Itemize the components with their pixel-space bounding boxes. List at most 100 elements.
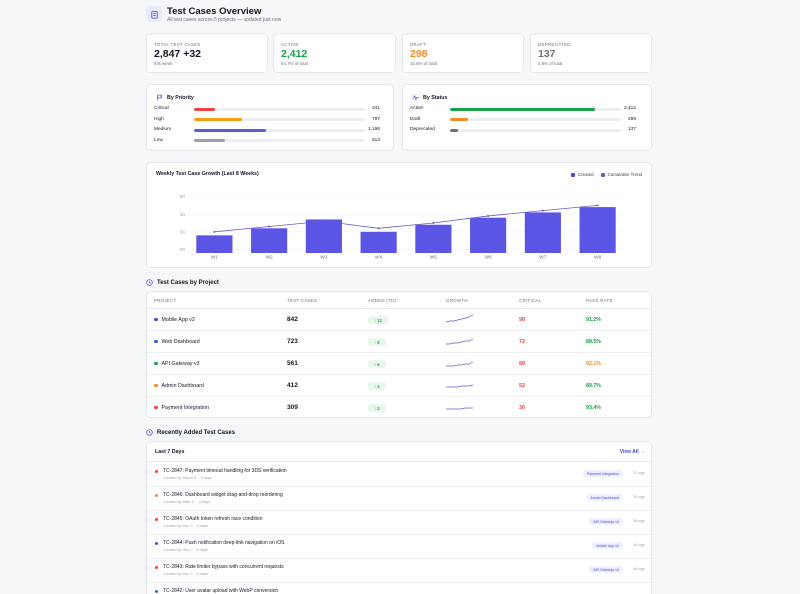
project-critical: 72	[519, 339, 525, 345]
item-meta: Created by Sarah K. · 3 days	[163, 476, 212, 480]
item-time: 2h ago	[633, 471, 645, 475]
stat-sub: this week	[154, 61, 173, 66]
bar-row: Active 2,412	[410, 105, 636, 113]
priority-dot	[155, 518, 158, 521]
list-item[interactable]: TC-2845: OAuth token refresh race condit…	[147, 511, 651, 535]
list-item[interactable]: TC-2846: Dashboard widget drag-and-drop …	[147, 487, 651, 511]
x-tick-label: W8	[594, 255, 602, 261]
stat-delta: +32	[183, 48, 202, 60]
table-row[interactable]: Payment Integration 309 ↑ 2 30 93.4%	[147, 397, 651, 417]
table-row[interactable]: Web Dashboard 723 ↑ 8 72 88.5%	[147, 331, 651, 353]
growth-sparkline	[446, 384, 474, 388]
bar-value: 137	[627, 127, 636, 132]
list-item[interactable]: TC-2847: Payment timeout handling for 3D…	[147, 463, 651, 487]
project-dot	[154, 339, 158, 344]
recent-section-title: Recently Added Test Cases	[146, 429, 235, 436]
bar	[415, 224, 452, 253]
x-tick-label: W2	[266, 255, 274, 261]
stat-card-total: TOTAL TEST CASES 2,847 +32 this week	[146, 33, 268, 73]
stat-card-deprecated: DEPRECATED 137 4.8% of total	[530, 33, 652, 73]
y-tick-label: 30	[180, 229, 186, 235]
trend-point	[432, 222, 435, 224]
bar	[251, 228, 288, 253]
status-title: By Status	[412, 94, 447, 101]
bar-row: Medium 1,196	[154, 126, 380, 134]
bar-fill	[450, 107, 595, 111]
bar-label: Low	[154, 137, 163, 143]
stat-card-draft: DRAFT 298 10.5% of total	[402, 33, 524, 73]
x-tick-label: W5	[430, 255, 438, 261]
table-row[interactable]: Admin Dashboard 412 ↑ 4 52 89.7%	[147, 375, 651, 397]
priority-title: By Priority	[156, 94, 194, 101]
project-name: Mobile App v2	[154, 317, 195, 323]
project-dot	[154, 383, 158, 388]
project-tag: Payment Integration	[582, 470, 623, 477]
bar-value: 2,412	[623, 106, 636, 111]
projects-table: PROJECT TEST CASES ADDED (7D) GROWTH CRI…	[146, 291, 652, 418]
bar-track	[194, 107, 365, 111]
project-added: ↑ 2	[368, 404, 386, 412]
status-card: By Status Active 2,412 Draft 298 Deprecated 1…	[402, 84, 652, 151]
item-title: TC-2844: Push notification deep-link nav…	[163, 540, 285, 546]
bar	[470, 217, 507, 253]
priority-dot	[155, 590, 158, 593]
item-title: TC-2845: OAuth token refresh race condit…	[163, 516, 263, 522]
bar-row: Deprecated 137	[410, 126, 636, 134]
trend-point	[213, 230, 216, 233]
list-item[interactable]: TC-2842: User avatar upload with WebP co…	[147, 583, 651, 594]
project-dot	[154, 405, 158, 410]
project-added: ↑ 4	[368, 382, 386, 390]
project-test-cases: 842	[287, 316, 298, 323]
col-added: ADDED (7D)	[368, 298, 397, 303]
bar-label: Deprecated	[410, 127, 435, 132]
item-meta: Created by Alex T. · 6 days	[163, 572, 209, 576]
stat-card-active: ACTIVE 2,412 84.7% of total	[273, 33, 396, 73]
project-pass-rate: 82.1%	[586, 361, 602, 367]
trend-point	[596, 204, 599, 207]
item-time: 3h ago	[633, 495, 645, 499]
priority-dot	[155, 494, 158, 497]
bar-label: Draft	[410, 116, 421, 122]
item-title: TC-2847: Payment timeout handling for 3D…	[163, 468, 287, 474]
trend-point	[268, 225, 271, 228]
priority-dot	[155, 542, 158, 545]
project-name: Payment Integration	[154, 405, 209, 411]
growth-sparkline	[446, 361, 474, 367]
growth-chart-card: Weekly Test Case Growth (Last 8 Weeks) C…	[146, 162, 652, 268]
added-badge: ↑ 4	[368, 382, 386, 390]
project-tag: API Gateway v3	[589, 566, 623, 573]
table-row[interactable]: Mobile App v2 842 ↑ 12 98 91.2%	[147, 309, 651, 331]
bar-fill	[194, 107, 215, 111]
added-badge: ↑ 8	[368, 338, 386, 346]
stat-label: TOTAL TEST CASES	[154, 42, 201, 47]
view-all-link[interactable]: View All →	[619, 449, 645, 455]
bar-label: Medium	[154, 127, 172, 132]
project-tag: Admin Dashboard	[586, 494, 623, 501]
project-tag: Mobile App v2	[592, 542, 623, 549]
project-test-cases: 561	[287, 360, 298, 367]
bar-track	[194, 128, 365, 132]
bar-track	[450, 118, 621, 121]
bar-fill	[450, 128, 459, 132]
col-pass-rate: PASS RATE	[586, 298, 613, 303]
list-item[interactable]: TC-2843: Rate limiter bypass with concur…	[147, 559, 651, 583]
list-item[interactable]: TC-2844: Push notification deep-link nav…	[147, 535, 651, 559]
y-tick-label: 20	[180, 247, 186, 253]
stat-sub: 84.7% of total	[281, 61, 308, 66]
project-name: API Gateway v3	[154, 361, 199, 367]
project-dot	[154, 361, 158, 366]
added-badge: ↑ 2	[368, 404, 386, 412]
bar-value: 513	[371, 137, 380, 143]
priority-dot	[155, 470, 158, 473]
col-growth: GROWTH	[446, 298, 468, 303]
stat-value: 2,412	[281, 48, 308, 60]
bar	[360, 231, 397, 253]
chart-title: Weekly Test Case Growth (Last 8 Weeks)	[156, 171, 259, 177]
legend-created: Created	[570, 172, 594, 177]
stat-label: DRAFT	[410, 42, 427, 47]
table-row[interactable]: API Gateway v3 561 ↑ 6 89 82.1%	[147, 353, 651, 375]
activity-icon	[412, 94, 419, 101]
trend-point	[541, 209, 544, 212]
project-dot	[154, 317, 158, 322]
project-pass-rate: 88.5%	[586, 339, 602, 345]
